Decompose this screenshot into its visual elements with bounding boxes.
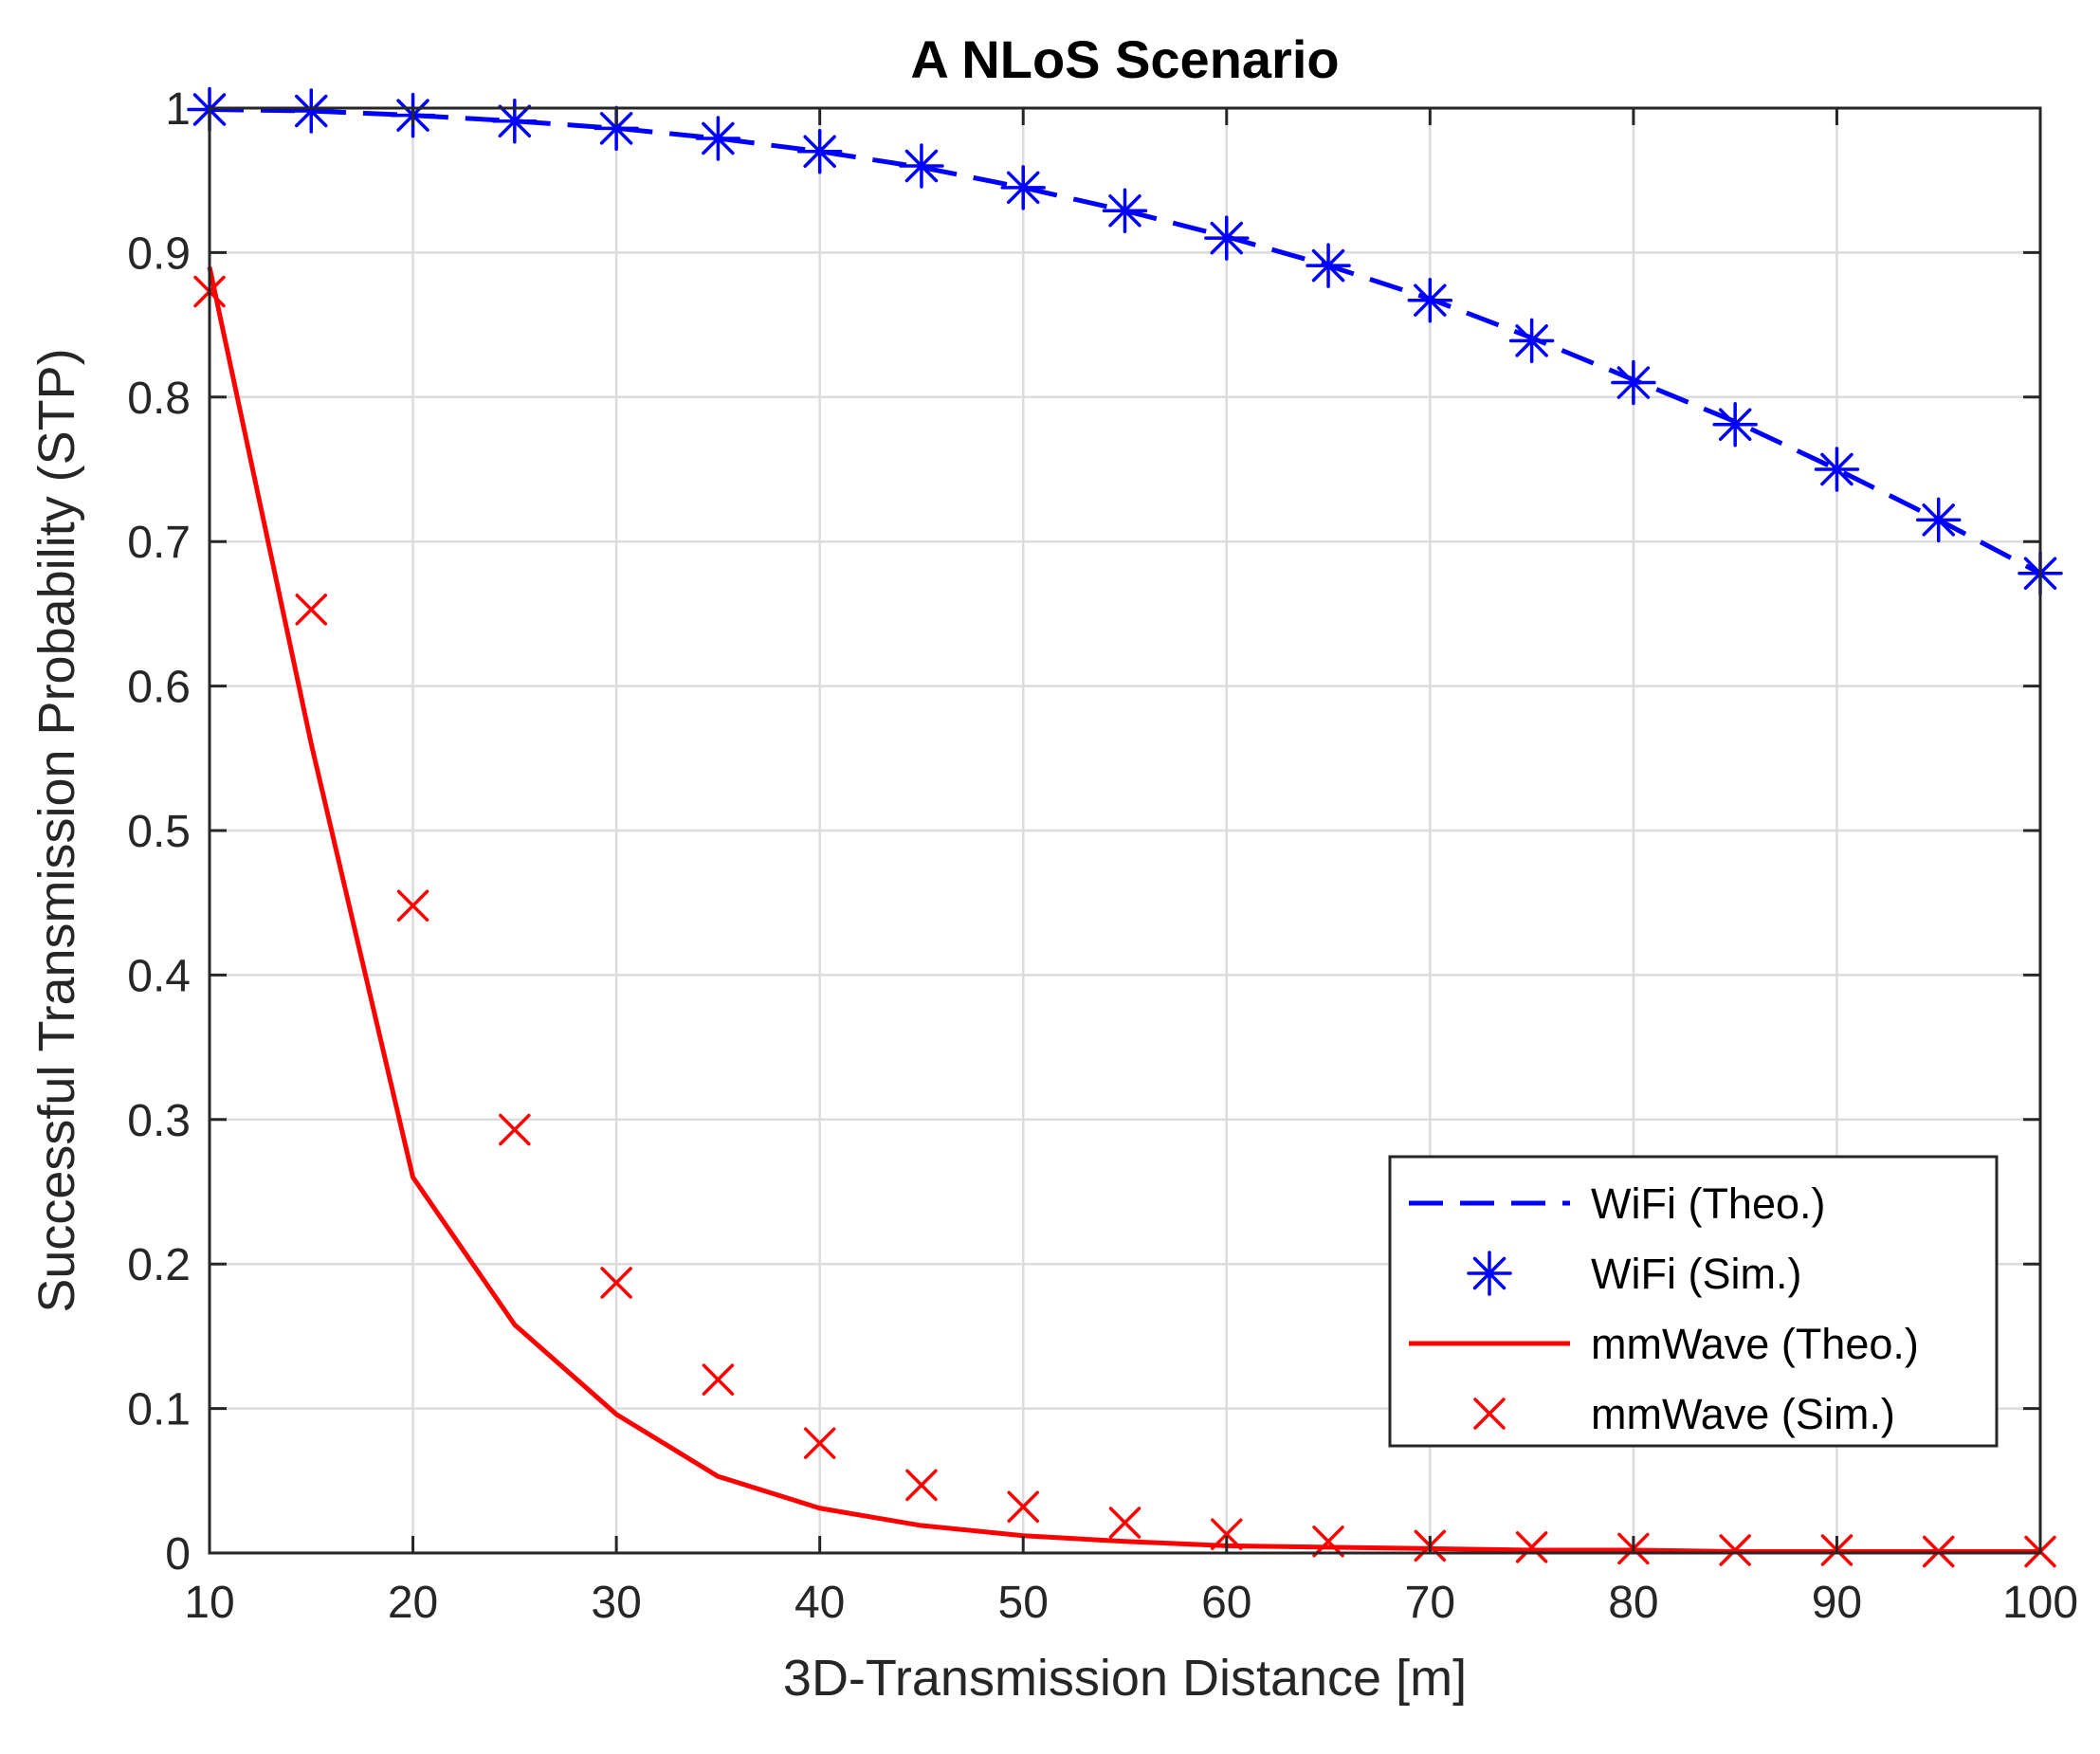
x-tick-label: 70 [1405, 1578, 1455, 1628]
x-tick-label: 100 [2002, 1578, 2078, 1628]
x-axis-ticks: 10 20 30 40 50 60 70 80 90 100 [184, 108, 2078, 1628]
data-point-x [1211, 1518, 1243, 1550]
legend-x-swatch [1473, 1398, 1506, 1430]
legend-entry: mmWave (Theo.) [1409, 1320, 1919, 1368]
x-tick-label: 80 [1608, 1578, 1658, 1628]
y-tick-label: 0 [165, 1529, 191, 1580]
x-tick-label: 30 [591, 1578, 641, 1628]
x-tick-label: 50 [998, 1578, 1049, 1628]
data-point-x [295, 594, 328, 626]
y-axis-label: Successful Transmission Probability (STP… [28, 348, 85, 1312]
y-tick-label: 0.5 [127, 807, 191, 857]
data-point-x [905, 1469, 938, 1502]
legend-asterisk-swatch [1467, 1251, 1512, 1296]
legend-entry: WiFi (Theo.) [1409, 1179, 1826, 1228]
data-point-asterisk [1000, 165, 1046, 210]
data-point-x [1515, 1531, 1548, 1563]
legend-label: WiFi (Theo.) [1591, 1179, 1826, 1228]
data-point-x [803, 1427, 836, 1459]
data-point-asterisk [1102, 188, 1148, 233]
data-point-asterisk [1611, 359, 1656, 406]
y-tick-label: 0.9 [127, 228, 191, 279]
data-point-asterisk [1712, 402, 1758, 448]
x-tick-label: 90 [1812, 1578, 1862, 1628]
x-tick-label: 20 [388, 1578, 438, 1628]
x-tick-label: 40 [794, 1578, 845, 1628]
y-tick-label: 0.4 [127, 951, 191, 1001]
chart-title: A NLoS Scenario [910, 29, 1339, 89]
legend-entry: mmWave (Sim.) [1473, 1390, 1895, 1438]
x-tick-label: 60 [1201, 1578, 1251, 1628]
series-layer [187, 86, 2063, 1568]
x-tick-label: 10 [184, 1578, 234, 1628]
data-point-x [1007, 1490, 1039, 1523]
data-point-x [1719, 1534, 1751, 1566]
data-point-asterisk [1814, 447, 1860, 492]
data-point-x [1108, 1507, 1141, 1539]
data-point-x [396, 889, 429, 922]
legend-label: mmWave (Theo.) [1591, 1320, 1919, 1368]
y-tick-label: 0.6 [127, 663, 191, 713]
y-tick-label: 0.1 [127, 1385, 191, 1435]
x-axis-label: 3D-Transmission Distance [m] [783, 1650, 1467, 1707]
data-point-asterisk [695, 116, 741, 161]
legend-label: WiFi (Sim.) [1591, 1250, 1801, 1298]
data-point-x [1312, 1526, 1344, 1558]
y-tick-label: 0.8 [127, 374, 191, 424]
data-point-asterisk [1306, 243, 1351, 288]
data-point-asterisk [899, 143, 944, 189]
data-point-x [499, 1113, 531, 1146]
data-point-asterisk [492, 98, 538, 144]
data-point-asterisk [288, 88, 335, 134]
data-point-asterisk [796, 128, 843, 174]
legend: WiFi (Theo.) WiFi (Sim.) mmWave (Theo.) mmW… [1388, 1155, 1999, 1448]
y-tick-label: 0.2 [127, 1240, 191, 1290]
data-point-x [600, 1267, 632, 1299]
y-tick-label: 0.7 [127, 518, 191, 568]
data-point-asterisk [1508, 318, 1555, 364]
data-point-asterisk [1915, 497, 1962, 543]
y-axis-ticks: 0 0.1 0.2 0.3 0.4 0.5 0.6 0.7 0.8 0.9 1 [127, 84, 2040, 1580]
data-point-x [1922, 1535, 1955, 1568]
data-point-asterisk [1204, 215, 1250, 261]
legend-entry: WiFi (Sim.) [1467, 1250, 1801, 1298]
data-point-x [702, 1363, 735, 1396]
legend-label: mmWave (Sim.) [1591, 1390, 1895, 1438]
data-point-asterisk [1407, 277, 1453, 323]
y-tick-label: 0.3 [127, 1096, 191, 1146]
y-tick-label: 1 [165, 84, 191, 135]
